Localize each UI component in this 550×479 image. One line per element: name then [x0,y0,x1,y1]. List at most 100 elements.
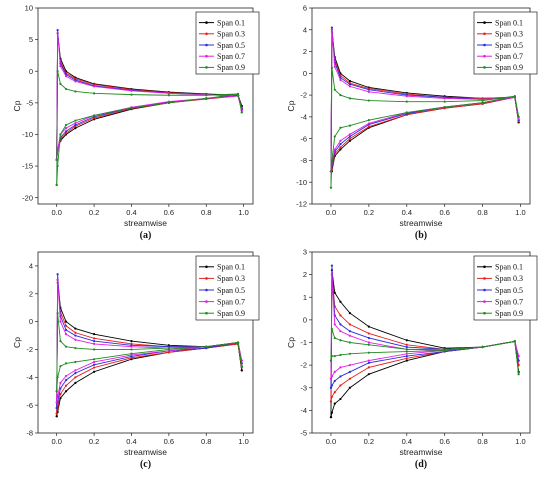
plot-frame [311,7,531,205]
x-tick-label: 1.0 [238,437,248,446]
legend-marker [205,288,208,292]
data-point [130,93,133,96]
data-point [330,273,333,276]
data-point [367,325,370,328]
y-tick-label: 0 [303,69,307,78]
y-tick-label: 6 [303,4,307,13]
data-point [348,370,352,374]
y-tick-label: 0 [29,317,33,326]
data-point [405,345,408,349]
data-point [329,186,333,189]
data-point [64,320,68,323]
data-point [405,348,408,351]
data-point [205,345,208,348]
legend: Span 0.1 Span 0.3 Span 0.5 Span 0.7 Span 0.9 [195,11,260,75]
data-point [64,384,68,387]
y-tick-label: 4 [303,25,307,34]
data-point [92,363,96,366]
data-point [330,384,333,387]
legend-entry: Span 0.3 [495,30,523,39]
legend-entry: Span 0.3 [495,274,523,283]
data-point [130,345,133,348]
data-point [59,82,62,85]
data-point [348,124,352,127]
data-point [348,323,352,326]
x-tick-label: 0.2 [89,208,99,217]
y-tick-label: -12 [296,200,307,209]
data-point [59,65,62,68]
data-point [74,346,77,350]
data-point [348,135,352,138]
data-point [74,127,77,130]
series-line-lower [330,95,520,188]
y-axis-label: Cp [286,337,296,348]
data-point [55,390,58,393]
data-point [64,127,68,130]
x-tick-label: 0.6 [439,437,449,446]
data-point [333,370,336,374]
legend-marker [483,300,486,303]
data-point [64,374,68,378]
legend-entry: Span 0.1 [495,18,523,27]
data-point [333,65,336,68]
panel-label: (d) [415,459,427,470]
data-point [92,85,96,88]
data-point [339,375,342,378]
data-point [330,395,333,398]
x-tick-label: 0.4 [402,437,412,446]
y-tick-label: -2 [26,345,33,354]
y-tick-label: -10 [296,178,307,187]
data-point [443,105,446,109]
legend-entry: Span 0.1 [217,18,245,27]
x-axis-label: streamwise [400,447,443,457]
data-point [236,92,240,96]
data-point [405,95,408,98]
data-point [329,386,333,389]
y-axis-label: Cp [286,100,296,111]
series-line-lower [330,340,520,375]
legend-marker [483,265,486,269]
data-point [59,340,62,343]
data-point [405,352,408,355]
data-point [405,359,408,362]
data-point [64,87,68,91]
legend-marker [205,21,208,24]
legend-marker [483,54,486,58]
data-point [367,359,370,362]
legend-entry: Span 0.1 [495,263,523,272]
data-point [205,94,208,97]
series-line-upper [56,313,243,392]
data-point [405,339,408,342]
data-point [92,114,96,117]
data-point [405,357,408,360]
legend-marker [205,265,208,269]
x-tick-label: 1.0 [238,208,248,217]
series-line-lower [330,340,520,418]
legend-entry: Span 0.5 [495,286,523,295]
data-point [443,349,446,352]
data-point [330,26,333,29]
data-point [348,352,352,355]
data-point [55,406,58,410]
data-point [130,106,133,109]
legend-entry: Span 0.5 [217,41,245,50]
panel-label: (c) [140,459,151,470]
data-point [367,119,370,122]
data-point [330,28,333,31]
data-point [64,390,68,393]
y-tick-label: -1 [300,338,307,347]
data-point [56,376,59,379]
data-point [167,92,170,95]
x-tick-label: 0.4 [126,437,136,446]
data-point [167,348,170,351]
x-tick-label: 0.0 [326,208,336,217]
data-point [330,264,333,267]
data-point [329,359,333,362]
data-point [339,323,342,326]
x-tick-label: 0.8 [201,208,211,217]
legend: Span 0.1 Span 0.3 Span 0.5 Span 0.7 Span 0.9 [473,11,538,75]
data-point [56,312,59,315]
data-point [367,341,370,344]
data-point [59,381,62,384]
legend-entry: Span 0.3 [217,30,245,39]
